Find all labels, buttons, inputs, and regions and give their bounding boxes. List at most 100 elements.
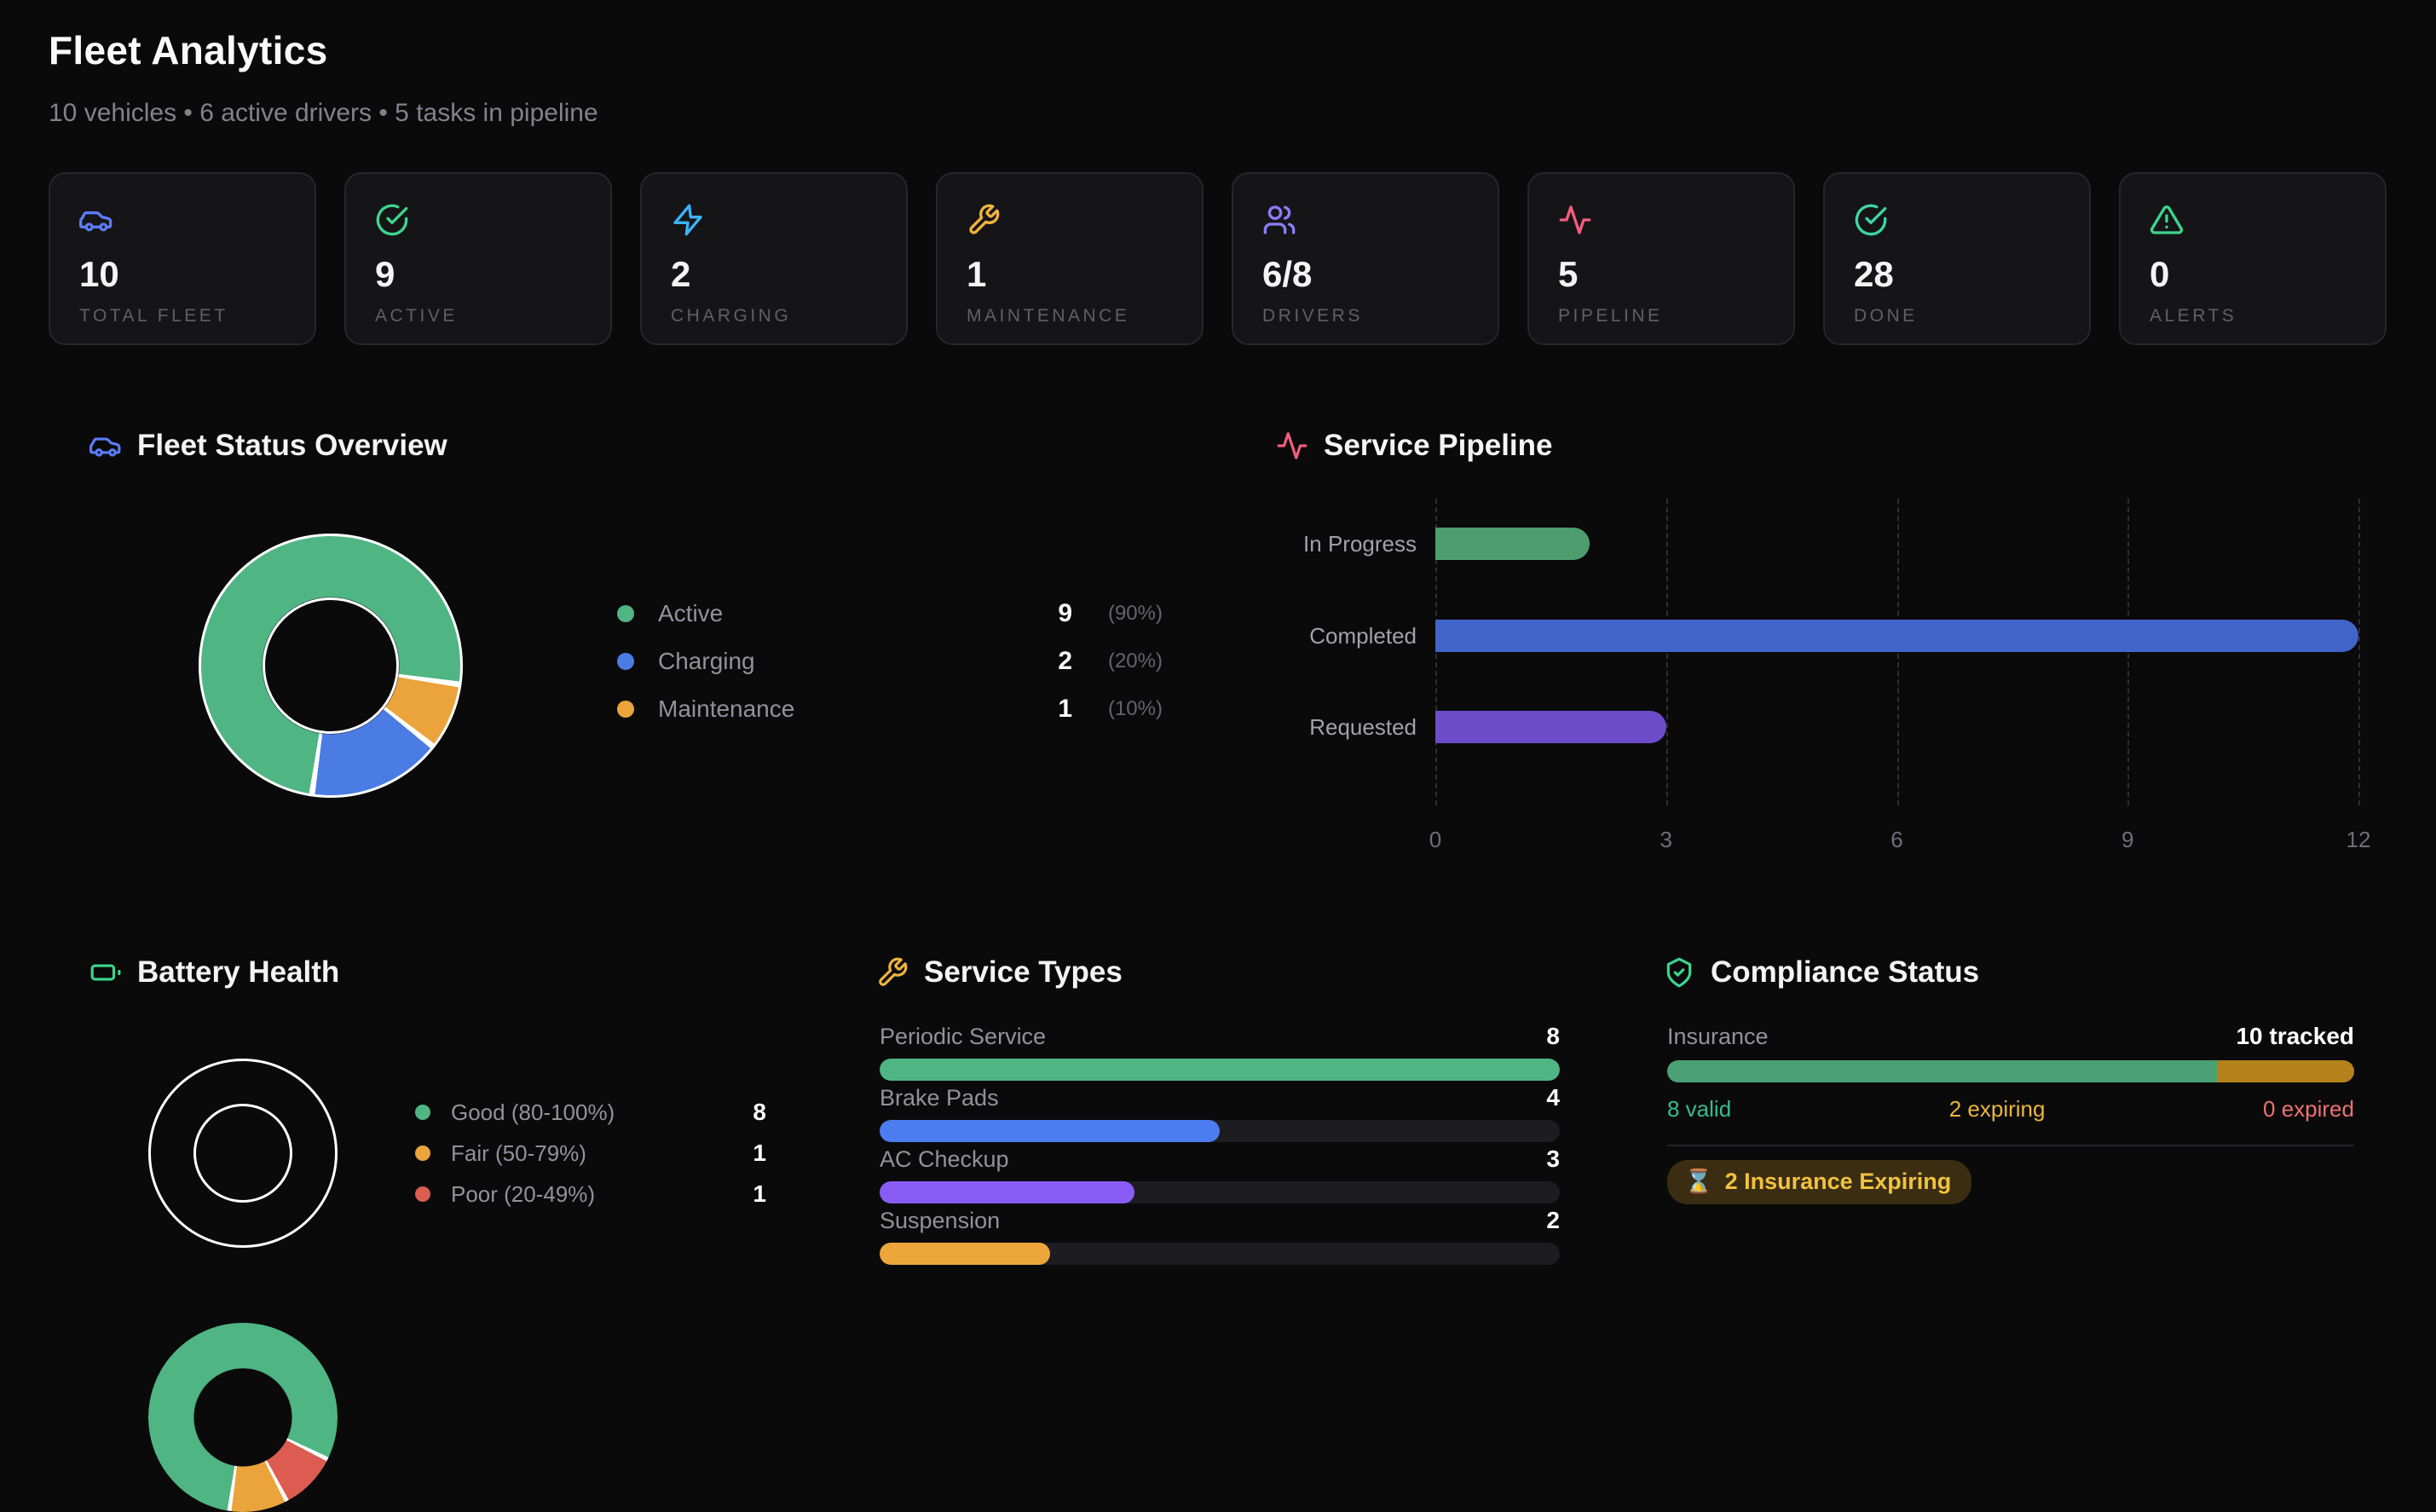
users-icon	[1262, 203, 1296, 237]
kpi-value: 6/8	[1262, 254, 1313, 294]
legend-item-poor: Poor (20-49%) 1	[415, 1174, 766, 1215]
bar-label-completed: Completed	[1309, 623, 1417, 649]
x-axis-tick: 12	[2346, 827, 2371, 852]
legend-label: Good (80-100%)	[451, 1099, 615, 1125]
legend-item-good: Good (80-100%) 8	[415, 1092, 766, 1133]
kpi-value: 2	[671, 254, 691, 294]
legend-dot	[617, 605, 634, 622]
progress-track	[880, 1059, 1560, 1081]
bar-label-in-progress: In Progress	[1303, 531, 1417, 557]
activity-icon	[1276, 430, 1308, 462]
section-title-text: Service Types	[924, 955, 1123, 989]
insurance-expiring-badge: ⌛ 2 Insurance Expiring	[1667, 1160, 1972, 1204]
service-type-row: Suspension 2	[880, 1207, 1560, 1265]
battery-donut-inner-ring	[193, 1104, 292, 1203]
compliance-status-section-title: Compliance Status	[1663, 955, 1979, 990]
kpi-label: PIPELINE	[1558, 306, 1663, 326]
fleet-donut-outer-ring	[199, 534, 463, 798]
battery-icon	[89, 956, 122, 989]
hourglass-icon: ⌛	[1684, 1169, 1713, 1194]
fleet-donut-inner-ring	[263, 597, 399, 734]
legend-value: 1	[753, 1140, 766, 1166]
compliance-tracked-count: 10 tracked	[2236, 1023, 2354, 1049]
kpi-value: 28	[1854, 254, 1894, 294]
badge-text: 2 Insurance Expiring	[1724, 1168, 1952, 1194]
divider	[1667, 1145, 2354, 1146]
service-type-label: AC Checkup	[880, 1146, 1009, 1172]
kpi-value: 1	[967, 254, 987, 294]
compliance-body: Insurance 10 tracked 8 valid 2 expiring …	[1667, 1023, 2354, 1204]
legend-value: 1	[1058, 695, 1072, 723]
expiring-count-label: 2 expiring	[1948, 1096, 2046, 1122]
gridline	[1665, 499, 1668, 805]
compliance-expiring-segment	[2216, 1060, 2354, 1082]
bar-completed	[1435, 620, 2358, 652]
service-type-label: Suspension	[880, 1208, 1001, 1233]
compliance-stats-row: 8 valid 2 expiring 0 expired	[1667, 1096, 2354, 1122]
legend-dot	[415, 1186, 430, 1202]
compliance-row-label: Insurance	[1667, 1024, 1769, 1049]
kpi-label: ALERTS	[2150, 306, 2237, 326]
progress-fill	[880, 1243, 1050, 1265]
battery-health-section-title: Battery Health	[89, 955, 339, 990]
check-circle-icon	[1854, 203, 1888, 237]
gridline	[2127, 499, 2130, 805]
car-icon	[89, 430, 122, 462]
kpi-label: TOTAL FLEET	[79, 306, 228, 326]
service-type-value: 8	[1546, 1023, 1560, 1049]
service-type-value: 4	[1546, 1084, 1560, 1111]
page-subtitle: 10 vehicles • 6 active drivers • 5 tasks…	[49, 99, 598, 127]
kpi-label: DONE	[1854, 306, 1918, 326]
car-icon	[79, 203, 113, 237]
kpi-card-total-fleet: 10 TOTAL FLEET	[49, 172, 316, 345]
kpi-card-alerts: 0 ALERTS	[2119, 172, 2387, 345]
progress-track	[880, 1181, 1560, 1203]
x-axis-tick: 9	[2121, 827, 2134, 852]
fleet-status-section-title: Fleet Status Overview	[89, 429, 447, 463]
kpi-value: 0	[2150, 254, 2170, 294]
service-type-value: 2	[1546, 1207, 1560, 1233]
legend-percent: (20%)	[1107, 649, 1163, 672]
service-type-value: 3	[1546, 1146, 1560, 1172]
kpi-label: ACTIVE	[375, 306, 458, 326]
progress-fill	[880, 1181, 1135, 1203]
bar-requested	[1435, 711, 1666, 743]
x-axis-tick: 6	[1890, 827, 1903, 852]
service-type-label: Periodic Service	[880, 1024, 1047, 1049]
legend-label: Poor (20-49%)	[451, 1180, 596, 1207]
wrench-icon	[876, 956, 909, 989]
section-title-text: Fleet Status Overview	[137, 429, 447, 462]
legend-value: 1	[753, 1180, 766, 1207]
legend-dot	[415, 1146, 430, 1161]
legend-label: Maintenance	[658, 695, 795, 722]
kpi-value: 9	[375, 254, 395, 294]
legend-value: 8	[753, 1099, 766, 1125]
kpi-value: 5	[1558, 254, 1579, 294]
legend-item-maintenance: Maintenance 1 (10%)	[617, 685, 1163, 733]
legend-percent: (10%)	[1107, 697, 1163, 720]
progress-track	[880, 1243, 1560, 1265]
legend-label: Charging	[658, 648, 755, 674]
legend-label: Fair (50-79%)	[451, 1140, 586, 1166]
service-pipeline-section-title: Service Pipeline	[1276, 429, 1552, 463]
legend-dot	[617, 653, 634, 670]
x-axis-tick: 0	[1429, 827, 1442, 852]
progress-fill	[880, 1120, 1220, 1142]
kpi-card-charging: 2 CHARGING	[640, 172, 908, 345]
gridline	[1896, 499, 1899, 805]
legend-item-fair: Fair (50-79%) 1	[415, 1133, 766, 1174]
service-types-section-title: Service Types	[876, 955, 1123, 990]
battery-health-legend: Good (80-100%) 8 Fair (50-79%) 1 Poor (2…	[415, 1092, 766, 1215]
kpi-label: DRIVERS	[1262, 306, 1363, 326]
shield-check-icon	[1663, 956, 1695, 989]
progress-track	[880, 1120, 1560, 1142]
compliance-head-row: Insurance 10 tracked	[1667, 1023, 2354, 1050]
kpi-card-active: 9 ACTIVE	[344, 172, 612, 345]
kpi-row: 10 TOTAL FLEET 9 ACTIVE 2 CHARGING 1 MAI…	[49, 172, 2387, 345]
kpi-label: MAINTENANCE	[967, 306, 1130, 326]
zap-icon	[671, 203, 705, 237]
legend-item-charging: Charging 2 (20%)	[617, 638, 1163, 685]
battery-donut-outer-ring	[148, 1059, 338, 1248]
fleet-status-legend: Active 9 (90%) Charging 2 (20%) Maintena…	[617, 590, 1163, 733]
service-type-row: Brake Pads 4	[880, 1084, 1560, 1142]
